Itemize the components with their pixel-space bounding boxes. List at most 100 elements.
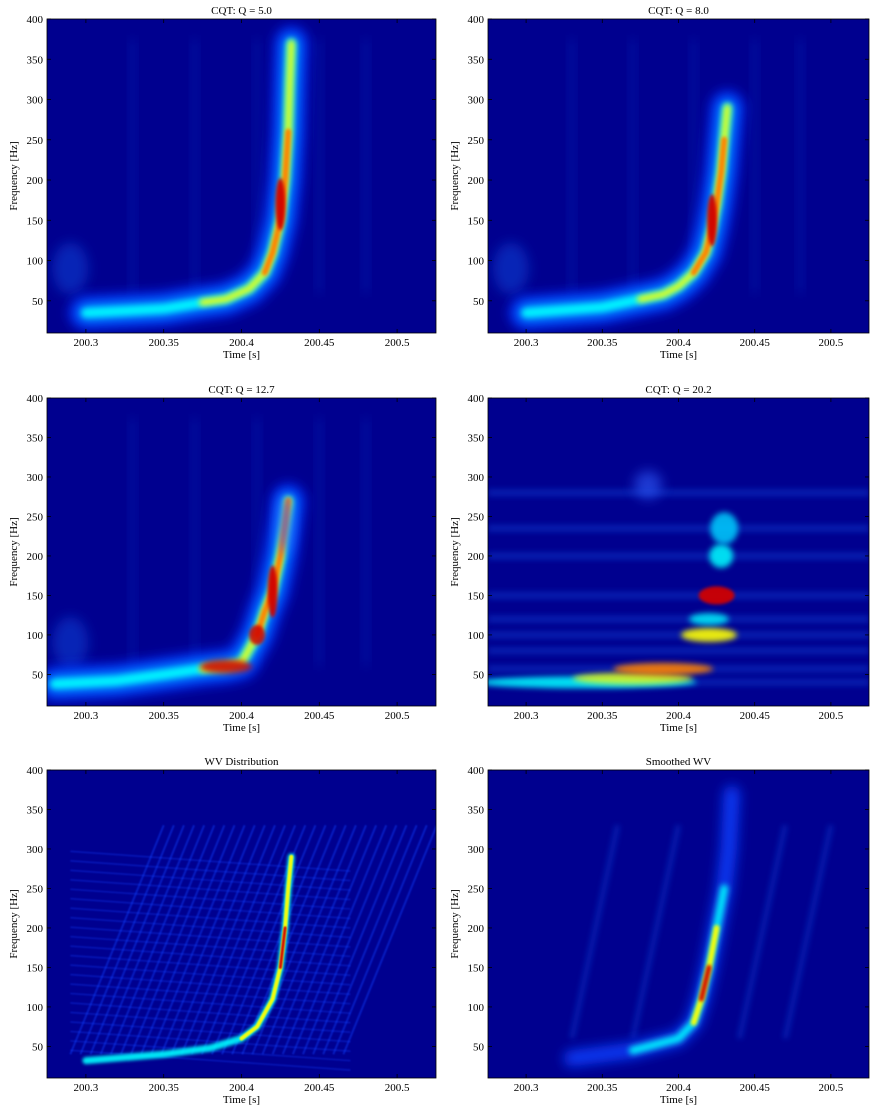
panel-title: CQT: Q = 5.0 [211, 5, 272, 17]
y-tick-label: 100 [27, 1002, 44, 1014]
y-tick-label: 100 [468, 1002, 485, 1014]
y-tick-label: 300 [27, 472, 44, 484]
y-tick-label: 350 [468, 54, 485, 66]
heatmap-image [47, 19, 436, 333]
y-tick-label: 50 [473, 1041, 485, 1053]
x-tick-label: 200.5 [385, 337, 410, 349]
y-tick-label: 400 [468, 765, 485, 777]
x-tick-label: 200.45 [740, 710, 771, 722]
x-tick-label: 200.4 [666, 337, 691, 349]
y-tick-label: 350 [468, 432, 485, 444]
y-tick-label: 400 [27, 765, 44, 777]
y-tick-label: 150 [468, 962, 485, 974]
x-axis-label: Time [s] [660, 1094, 697, 1106]
y-tick-label: 200 [27, 551, 44, 563]
y-tick-label: 100 [27, 630, 44, 642]
panel-title: CQT: Q = 20.2 [645, 384, 711, 396]
y-tick-label: 150 [468, 590, 485, 602]
y-tick-label: 200 [468, 175, 485, 187]
x-tick-label: 200.4 [229, 1082, 254, 1094]
panel-6: Smoothed WV 200.3 200.35 200.4 200.45 200.5 50… [449, 756, 870, 1106]
y-tick-label: 250 [468, 883, 485, 895]
y-tick-label: 100 [468, 256, 485, 268]
x-tick-label: 200.3 [74, 337, 99, 349]
y-tick-label: 300 [468, 472, 485, 484]
y-tick-label: 200 [27, 923, 44, 935]
y-tick-label: 100 [468, 630, 485, 642]
x-axis-label: Time [s] [660, 722, 697, 734]
panel-title: WV Distribution [204, 756, 279, 768]
y-tick-label: 50 [32, 669, 44, 681]
y-tick-label: 250 [27, 883, 44, 895]
y-tick-label: 150 [468, 215, 485, 227]
y-tick-label: 400 [27, 393, 44, 405]
y-tick-label: 350 [27, 804, 44, 816]
panel-3: CQT: Q = 12.7 200.3 200.35 200.4 200.45 200.5… [8, 384, 437, 734]
y-tick-label: 50 [473, 296, 485, 308]
panel-title: CQT: Q = 12.7 [208, 384, 275, 396]
x-tick-label: 200.45 [740, 337, 771, 349]
y-tick-label: 300 [27, 95, 44, 107]
x-tick-label: 200.45 [304, 710, 335, 722]
y-tick-label: 350 [468, 804, 485, 816]
x-tick-label: 200.3 [514, 1082, 539, 1094]
y-axis-label: Frequency [Hz] [449, 517, 461, 586]
heatmap-image [488, 770, 869, 1078]
y-axis-label: Frequency [Hz] [449, 889, 461, 958]
y-tick-label: 300 [468, 95, 485, 107]
x-tick-label: 200.35 [587, 1082, 618, 1094]
x-tick-label: 200.5 [819, 710, 844, 722]
x-axis-label: Time [s] [223, 1094, 260, 1106]
x-tick-label: 200.35 [149, 337, 180, 349]
y-tick-label: 50 [32, 1041, 44, 1053]
x-tick-label: 200.35 [587, 710, 618, 722]
x-tick-label: 200.3 [514, 710, 539, 722]
y-tick-label: 400 [27, 14, 44, 26]
y-axis-label: Frequency [Hz] [8, 517, 20, 586]
x-tick-label: 200.4 [666, 1082, 691, 1094]
y-tick-label: 150 [27, 962, 44, 974]
y-axis-label: Frequency [Hz] [8, 141, 20, 210]
x-tick-label: 200.3 [74, 1082, 99, 1094]
heatmap-image [488, 398, 869, 706]
y-tick-label: 350 [27, 54, 44, 66]
x-tick-label: 200.35 [587, 337, 618, 349]
panel-1: CQT: Q = 5.0 200.3 200.35 200.4 200.45 200.5 5… [8, 5, 437, 361]
y-tick-label: 350 [27, 432, 44, 444]
x-tick-label: 200.3 [514, 337, 539, 349]
heatmap-image [47, 398, 436, 706]
heatmap-image [47, 770, 436, 1078]
panel-5: WV Distribution 200.3 200.35 200.4 200.45 200… [8, 756, 437, 1106]
y-tick-label: 50 [473, 669, 485, 681]
x-axis-label: Time [s] [660, 349, 697, 361]
y-tick-label: 250 [468, 135, 485, 147]
x-tick-label: 200.4 [666, 710, 691, 722]
x-tick-label: 200.45 [740, 1082, 771, 1094]
y-tick-label: 100 [27, 256, 44, 268]
x-tick-label: 200.5 [385, 710, 410, 722]
y-tick-label: 150 [27, 590, 44, 602]
x-tick-label: 200.45 [304, 337, 335, 349]
y-tick-label: 200 [468, 923, 485, 935]
y-tick-label: 200 [27, 175, 44, 187]
y-tick-label: 50 [32, 296, 44, 308]
y-tick-label: 200 [468, 551, 485, 563]
y-tick-label: 400 [468, 393, 485, 405]
y-tick-label: 300 [27, 844, 44, 856]
x-tick-label: 200.4 [229, 710, 254, 722]
y-tick-label: 250 [468, 511, 485, 523]
x-axis-label: Time [s] [223, 349, 260, 361]
panel-2: CQT: Q = 8.0 200.3 200.35 200.4 200.45 200.5 5… [449, 5, 870, 361]
y-tick-label: 300 [468, 844, 485, 856]
x-tick-label: 200.5 [819, 337, 844, 349]
y-tick-label: 250 [27, 511, 44, 523]
y-axis-label: Frequency [Hz] [449, 141, 461, 210]
x-tick-label: 200.4 [229, 337, 254, 349]
panel-title: CQT: Q = 8.0 [648, 5, 709, 17]
x-tick-label: 200.35 [149, 710, 180, 722]
panel-4: CQT: Q = 20.2 200.3 200.35 200.4 200.45 200.5… [449, 384, 870, 734]
y-tick-label: 400 [468, 14, 485, 26]
y-tick-label: 250 [27, 135, 44, 147]
x-axis-label: Time [s] [223, 722, 260, 734]
